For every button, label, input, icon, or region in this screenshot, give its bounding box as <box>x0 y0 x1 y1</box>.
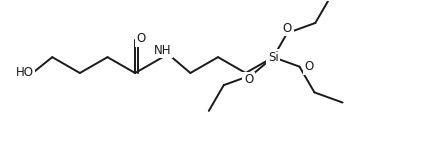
Text: O: O <box>283 22 292 35</box>
Text: O: O <box>304 60 314 73</box>
Text: O: O <box>244 73 254 86</box>
Text: O: O <box>137 32 146 45</box>
Text: HO: HO <box>16 66 34 80</box>
Text: Si: Si <box>268 51 279 64</box>
Text: NH: NH <box>154 44 172 57</box>
